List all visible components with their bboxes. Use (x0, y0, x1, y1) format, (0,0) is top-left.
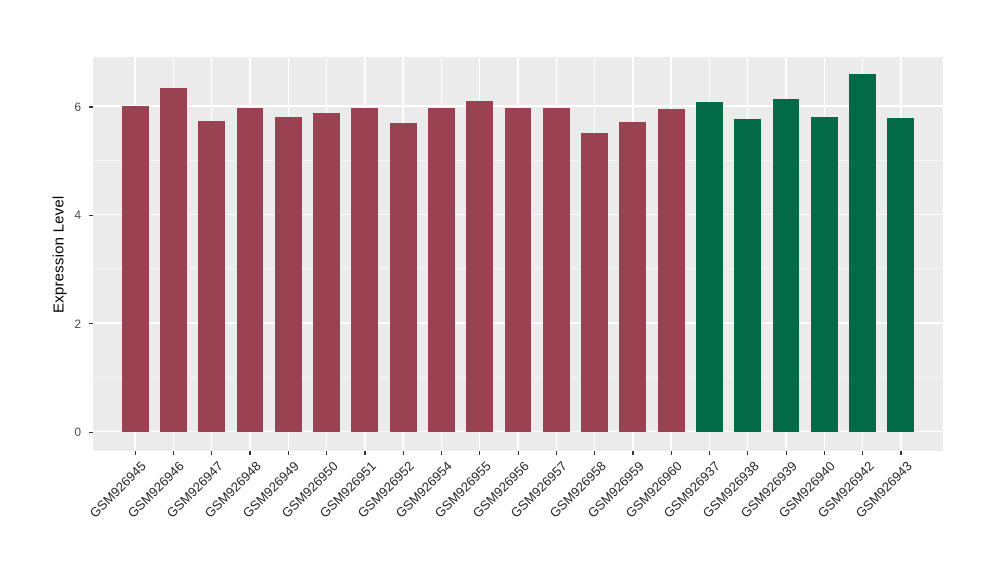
x-axis-tick (632, 451, 634, 455)
bar (389, 122, 417, 433)
x-axis-tick (172, 451, 175, 455)
bar (198, 120, 226, 433)
x-axis-tick (823, 451, 825, 455)
bar (236, 107, 264, 433)
x-axis-tick (440, 451, 443, 455)
bar (504, 107, 532, 433)
x-axis-tick (287, 451, 289, 455)
x-axis-tick (862, 451, 864, 455)
bar (696, 102, 723, 433)
bar (772, 98, 800, 433)
x-axis-tick (555, 451, 557, 455)
y-tick-label: 4 (74, 208, 81, 223)
x-axis-tick (134, 451, 136, 455)
bar (810, 117, 838, 433)
x-axis-tick (747, 451, 749, 455)
x-axis: GSM926945 GSM926946 GSM926947 GSM926948 GSM9… (87, 451, 943, 580)
bar (887, 118, 915, 433)
y-axis: 0 2 4 6 (0, 57, 93, 451)
x-axis-tick (594, 451, 596, 455)
x-axis-tick (517, 451, 519, 455)
x-axis-tick (900, 451, 902, 455)
x-axis-tick (211, 451, 213, 455)
bar (160, 88, 187, 433)
bar (466, 100, 494, 433)
bar (849, 74, 876, 433)
x-axis-tick (708, 451, 711, 455)
y-axis-tick (89, 323, 93, 325)
x-axis-tick (479, 451, 481, 455)
bar (542, 107, 570, 433)
plot-panel (93, 57, 943, 451)
bar (619, 122, 647, 433)
y-axis-tick (89, 106, 93, 108)
bar (121, 105, 149, 433)
y-axis-tick (89, 214, 93, 216)
y-tick-label: 0 (74, 425, 81, 440)
x-axis-tick (326, 451, 328, 455)
bar (581, 132, 608, 433)
y-tick-label: 2 (74, 316, 81, 331)
x-axis-tick (364, 451, 366, 455)
bar (428, 107, 455, 433)
x-axis-tick (785, 451, 787, 455)
bar (351, 107, 379, 433)
bar (313, 112, 340, 433)
x-axis-tick (402, 451, 404, 455)
bar (274, 117, 302, 433)
bar (734, 119, 762, 433)
y-axis-tick (89, 431, 93, 433)
x-axis-tick (249, 451, 251, 455)
bar (657, 108, 685, 433)
y-tick-label: 6 (74, 99, 81, 114)
x-axis-tick (670, 451, 672, 455)
